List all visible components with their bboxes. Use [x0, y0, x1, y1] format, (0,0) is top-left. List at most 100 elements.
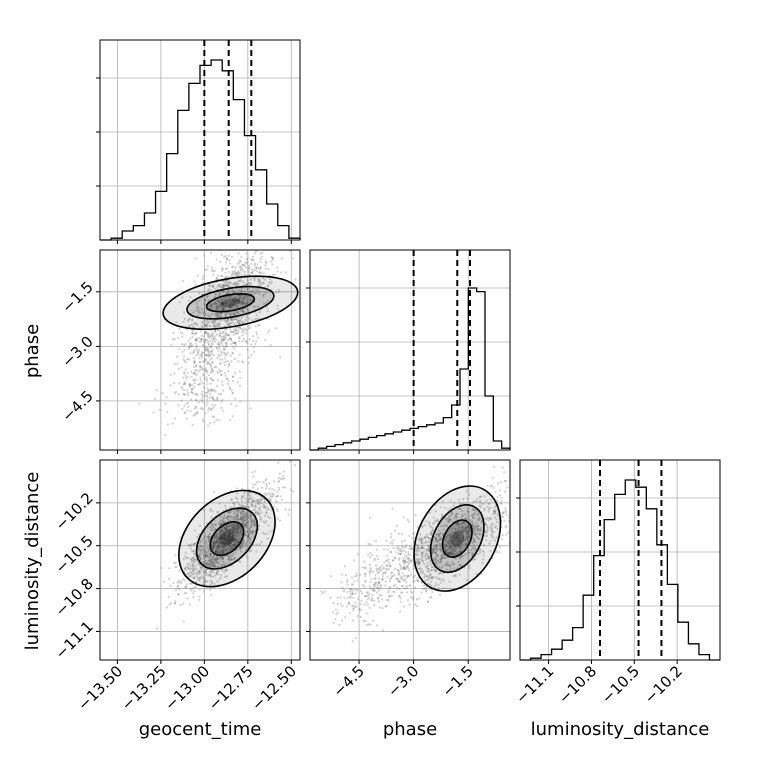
scatter-point — [427, 537, 430, 540]
scatter-point — [207, 539, 210, 542]
scatter-point — [212, 322, 215, 325]
scatter-point — [197, 351, 200, 354]
scatter-point — [468, 535, 471, 538]
scatter-point — [405, 544, 408, 547]
scatter-point — [473, 540, 477, 543]
scatter-point — [226, 318, 229, 321]
scatter-point — [247, 269, 250, 272]
scatter-point — [349, 589, 353, 592]
scatter-point — [219, 313, 222, 316]
scatter-point — [183, 393, 186, 396]
scatter-point — [224, 531, 227, 534]
scatter-point — [228, 314, 231, 317]
scatter-point — [221, 286, 224, 289]
scatter-point — [224, 331, 227, 334]
scatter-point — [402, 567, 405, 570]
scatter-point — [261, 277, 265, 280]
scatter-point — [464, 513, 467, 516]
scatter-point — [220, 529, 223, 532]
scatter-point — [211, 332, 214, 335]
scatter-point — [241, 540, 245, 544]
scatter-point — [254, 342, 257, 346]
scatter-point — [452, 535, 455, 538]
scatter-point — [192, 592, 195, 595]
scatter-point — [368, 596, 371, 600]
scatter-point — [476, 536, 479, 540]
scatter-point — [370, 598, 373, 602]
scatter-point — [229, 531, 232, 534]
scatter-point — [221, 548, 224, 552]
scatter-point — [441, 578, 444, 581]
scatter-point — [212, 406, 215, 409]
scatter-point — [255, 500, 258, 504]
scatter-point — [236, 284, 239, 287]
scatter-point — [277, 288, 280, 291]
scatter-point — [435, 538, 438, 541]
scatter-point — [398, 579, 401, 582]
scatter-point — [158, 408, 161, 411]
scatter-point — [478, 495, 482, 498]
scatter-point — [225, 529, 228, 532]
scatter-point — [452, 574, 455, 577]
scatter-point — [438, 578, 442, 581]
scatter-point — [207, 313, 210, 317]
scatter-point — [379, 583, 382, 587]
scatter-point — [445, 518, 448, 521]
scatter-point — [440, 557, 444, 560]
scatter-point — [361, 566, 364, 569]
scatter-point — [259, 498, 262, 501]
scatter-point — [320, 590, 323, 593]
scatter-point — [214, 541, 217, 544]
scatter-point — [197, 370, 200, 373]
scatter-point — [405, 591, 409, 594]
scatter-point — [211, 569, 214, 572]
scatter-point — [200, 392, 203, 396]
scatter-point — [228, 545, 232, 549]
scatter-point — [258, 512, 261, 515]
scatter-point — [189, 565, 192, 568]
scatter-point — [219, 537, 222, 540]
scatter-point — [373, 559, 376, 562]
scatter-point — [452, 531, 455, 534]
scatter-point — [269, 498, 272, 501]
scatter-point — [201, 367, 205, 370]
scatter-point — [431, 577, 434, 580]
scatter-point — [220, 550, 223, 554]
scatter-point — [347, 602, 350, 606]
scatter-point — [222, 344, 225, 348]
scatter-point — [478, 533, 481, 536]
scatter-point — [434, 551, 437, 554]
scatter-point — [340, 619, 344, 622]
scatter-point — [190, 557, 193, 560]
scatter-point — [207, 537, 210, 541]
scatter-point — [234, 525, 237, 529]
scatter-point — [397, 580, 401, 583]
scatter-point — [247, 494, 250, 497]
scatter-point — [472, 507, 475, 511]
scatter-point — [159, 566, 163, 569]
scatter-point — [239, 302, 242, 305]
scatter-point — [492, 530, 495, 533]
scatter-point — [225, 536, 228, 539]
scatter-point — [245, 516, 248, 519]
scatter-phase-vs-geocent_time-panel: −4.5−3.0−1.5 — [58, 237, 301, 454]
scatter-point — [456, 523, 459, 526]
scatter-point — [273, 237, 275, 239]
scatter-point — [381, 578, 384, 581]
scatter-point — [231, 271, 234, 274]
scatter-point — [225, 292, 228, 295]
scatter-point — [347, 601, 350, 605]
scatter-point — [194, 322, 197, 325]
scatter-point — [433, 548, 436, 551]
scatter-point — [420, 541, 423, 544]
scatter-point — [215, 346, 219, 350]
scatter-point — [200, 356, 204, 359]
scatter-point — [209, 523, 213, 526]
scatter-point — [270, 495, 273, 498]
scatter-point — [399, 553, 403, 556]
scatter-point — [228, 387, 231, 391]
scatter-point — [196, 411, 199, 415]
scatter-point — [400, 550, 403, 553]
scatter-point — [242, 296, 245, 299]
scatter-point — [181, 296, 184, 299]
